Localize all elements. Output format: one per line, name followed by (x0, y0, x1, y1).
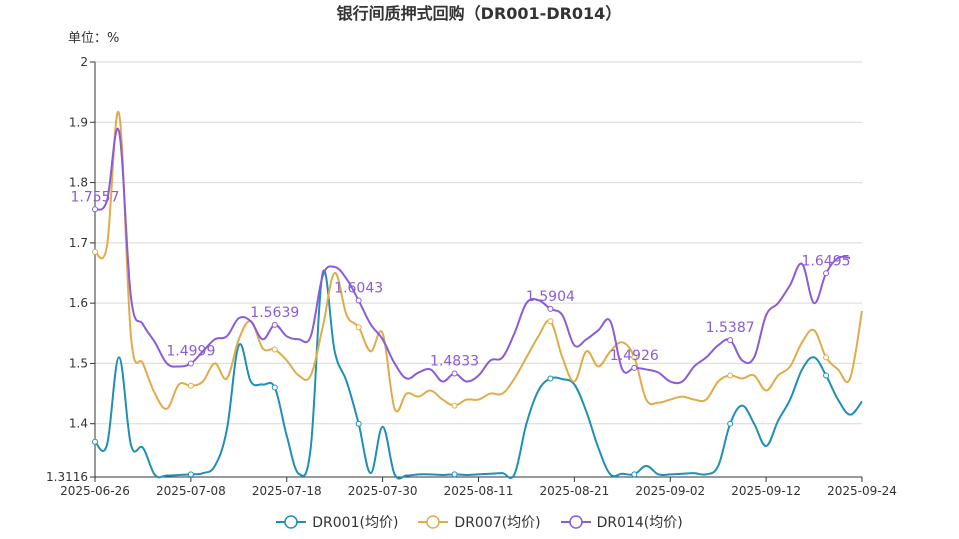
marker-s1-2 (271, 346, 278, 353)
y-tick-label-4: 1.6 (69, 296, 88, 310)
markers-group (92, 206, 830, 478)
legend-swatch-icon (418, 515, 449, 529)
marker-s1-3 (355, 324, 362, 331)
x-tick-label-0: 2025-06-26 (60, 484, 130, 498)
marker-s1-8 (823, 354, 830, 361)
x-tick-label-3: 2025-07-30 (348, 484, 418, 498)
marker-s2-3 (355, 297, 362, 304)
marker-s2-8 (823, 270, 830, 277)
x-tick-label-7: 2025-09-12 (731, 484, 801, 498)
marker-s1-4 (451, 402, 458, 409)
marker-s0-6 (631, 471, 638, 478)
x-tick-label-4: 2025-08-11 (444, 484, 514, 498)
data-label-3: 1.6043 (334, 281, 383, 297)
data-label-7: 1.5387 (706, 320, 755, 336)
marker-s2-5 (547, 305, 554, 312)
marker-s0-0 (92, 438, 98, 445)
series-line-2 (94, 127, 851, 385)
data-label-6: 1.4926 (610, 348, 659, 364)
marker-s2-6 (631, 364, 638, 371)
y-tick-label-7: 1.3116 (46, 470, 88, 484)
data-label-1: 1.4999 (166, 343, 215, 359)
marker-s2-4 (451, 370, 458, 377)
marker-s0-5 (547, 375, 554, 382)
chart-title: 银行间质押式回购（DR001-DR014） (337, 4, 622, 23)
marker-s0-1 (187, 471, 194, 478)
marker-s0-4 (451, 471, 458, 478)
data-label-0: 1.7557 (71, 189, 120, 205)
data-labels-group: 1.7557 1.4999 1.5639 1.6043 1.4833 1.5904 1.49… (71, 189, 851, 369)
data-label-5: 1.5904 (526, 289, 575, 305)
x-tick-label-8: 2025-09-24 (827, 484, 897, 498)
x-tick-label-1: 2025-07-08 (156, 484, 226, 498)
marker-s1-5 (547, 318, 554, 325)
marker-s2-0 (92, 206, 98, 213)
marker-s2-2 (271, 321, 278, 328)
y-tick-label-2: 1.8 (69, 176, 88, 190)
x-tick-label-2: 2025-07-18 (252, 484, 322, 498)
legend-swatch-icon (560, 515, 591, 529)
marker-s0-3 (355, 420, 362, 427)
marker-s2-7 (727, 337, 734, 344)
legend-item-0[interactable]: DR001(均价) (276, 512, 398, 532)
legend-swatch-icon (276, 515, 307, 529)
marker-s0-2 (271, 384, 278, 391)
x-tick-label-5: 2025-08-21 (540, 484, 610, 498)
y-tick-label-0: 2 (80, 55, 88, 69)
unit-label: 单位：% (68, 31, 119, 46)
data-label-8: 1.6495 (802, 253, 851, 269)
marker-s1-6 (631, 354, 638, 361)
marker-s1-7 (727, 372, 734, 379)
legend: DR001(均价) DR007(均价) DR014(均价) (0, 512, 959, 532)
data-label-2: 1.5639 (250, 305, 299, 321)
marker-s0-7 (727, 420, 734, 427)
y-tick-label-3: 1.7 (69, 236, 88, 250)
legend-label: DR007(均价) (454, 515, 541, 531)
y-tick-label-1: 1.9 (69, 115, 88, 129)
marker-s2-1 (187, 360, 194, 367)
grid-lines (95, 61, 862, 478)
legend-item-1[interactable]: DR007(均价) (418, 512, 541, 532)
marker-s1-0 (92, 248, 98, 255)
data-label-4: 1.4833 (430, 353, 479, 369)
legend-label: DR014(均价) (596, 515, 683, 531)
y-tick-label-5: 1.5 (69, 356, 88, 370)
legend-item-2[interactable]: DR014(均价) (560, 512, 683, 532)
y-tick-label-6: 1.4 (69, 417, 88, 431)
marker-s1-1 (187, 382, 194, 389)
legend-label: DR001(均价) (312, 515, 399, 531)
x-tick-label-6: 2025-09-02 (635, 484, 705, 498)
marker-s0-8 (823, 372, 830, 379)
